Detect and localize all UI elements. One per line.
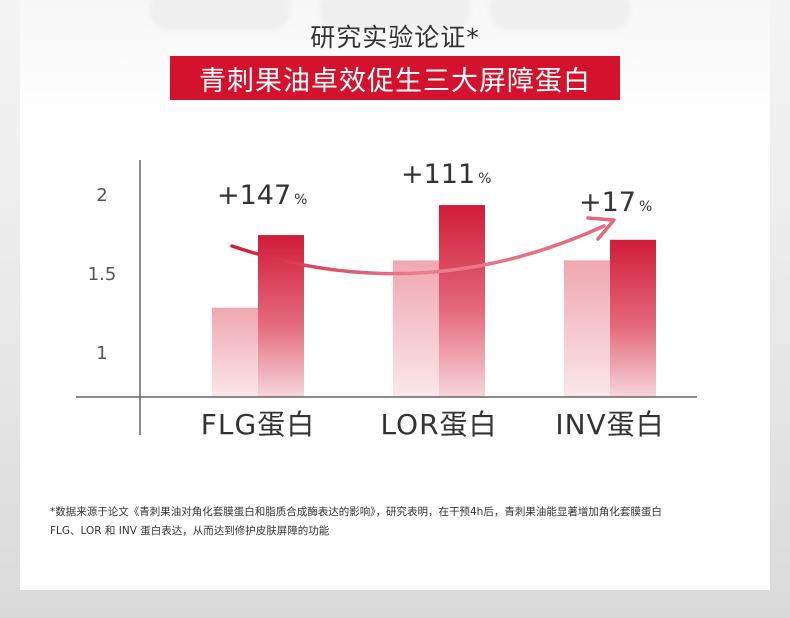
background-blur — [320, 0, 470, 30]
page-title: 青刺果油卓效促生三大屏障蛋白 — [170, 56, 620, 100]
trend-arrow — [230, 224, 606, 276]
bar-treated — [610, 239, 656, 397]
y-tick-label: 1 — [96, 343, 107, 364]
category-label: FLG蛋白 — [201, 408, 315, 441]
bar-baseline — [212, 307, 258, 397]
y-tick-label: 1.5 — [88, 264, 117, 285]
y-tick-label: 2 — [96, 185, 107, 206]
footnote-line-2: FLG、LOR 和 INV 蛋白表达，从而达到修护皮肤屏障的功能 — [50, 525, 330, 537]
background-blur — [490, 0, 630, 30]
category-label: LOR蛋白 — [380, 408, 497, 441]
percent-label: +111% — [401, 159, 491, 190]
section-subtitle: 研究实验论证* — [310, 23, 480, 52]
percent-label: +17% — [579, 187, 652, 218]
bar-treated — [439, 205, 485, 397]
trend-arrow-head — [586, 216, 616, 241]
footnote: *数据来源于论文《青刺果油对角化套膜蛋白和脂质合成酶表达的影响》，研究表明，在干… — [50, 503, 750, 541]
bar-baseline — [393, 260, 439, 397]
background-blur — [150, 0, 290, 30]
category-label: INV蛋白 — [555, 408, 664, 441]
footnote-line-1: *数据来源于论文《青刺果油对角化套膜蛋白和脂质合成酶表达的影响》，研究表明，在干… — [50, 506, 662, 518]
page-title-text: 青刺果油卓效促生三大屏障蛋白 — [199, 65, 591, 97]
bar-baseline — [564, 260, 610, 397]
percent-label: +147% — [217, 180, 307, 211]
